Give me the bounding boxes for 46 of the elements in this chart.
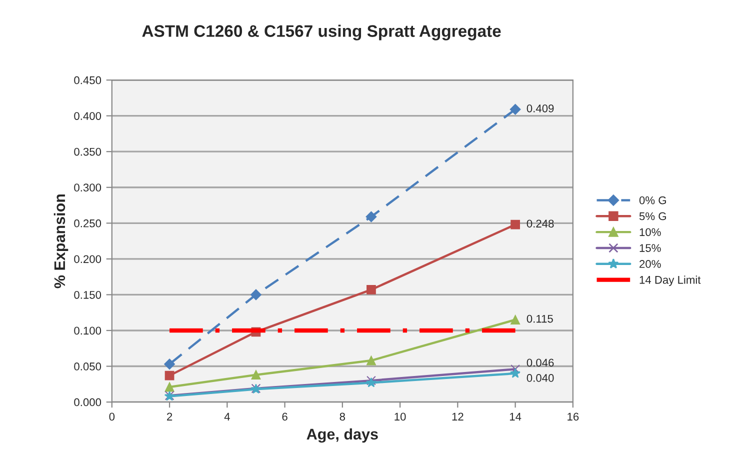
point: [164, 358, 175, 370]
data-label: 0.040: [526, 374, 554, 382]
data-label: 0.409: [526, 104, 554, 112]
y-tick-label: 0.350: [74, 148, 102, 156]
legend-label: 5% G: [639, 212, 666, 220]
x-tick-label: 8: [340, 412, 346, 421]
x-tick-label: 4: [224, 412, 230, 421]
legend-label: 15%: [640, 244, 661, 252]
point: [250, 289, 262, 300]
y-tick-label: 0.050: [74, 362, 102, 370]
x-tick-label: 2: [167, 412, 172, 421]
x-tick-label: 14: [510, 412, 522, 421]
point: [366, 356, 376, 366]
y-tick-label: 0.450: [74, 76, 102, 84]
y-tick-label: 0.150: [74, 290, 102, 299]
point: [251, 370, 261, 380]
y-tick-label: 0.000: [74, 398, 102, 406]
y-tick-label: 0.300: [74, 184, 102, 192]
point: [510, 220, 520, 230]
y-tick-label: 0.250: [74, 219, 102, 228]
data-label: 0.046: [526, 358, 554, 367]
chart-title: ASTM C1260 & C1567 using Spratt Aggregate: [142, 24, 501, 40]
x-axis-title: Age, days: [306, 428, 378, 443]
point: [510, 104, 521, 115]
point: [510, 315, 520, 324]
y-axis-title: % Expansion: [54, 194, 68, 288]
point: [510, 368, 520, 378]
x-tick-label: 12: [452, 412, 464, 421]
legend-label: 0% G: [639, 196, 666, 204]
point: [510, 364, 520, 374]
y-tick-label: 0.100: [74, 326, 102, 335]
x-tick-label: 16: [568, 412, 579, 421]
x-tick-label: 10: [394, 412, 406, 421]
x-tick-label: 6: [282, 412, 288, 421]
legend-label: 20%: [640, 260, 661, 268]
x-tick-label: 0: [109, 412, 115, 421]
y-tick-label: 0.200: [74, 255, 102, 264]
y-tick-label: 0.400: [74, 112, 102, 120]
point: [164, 382, 174, 392]
legend-label: 14 Day Limit: [640, 276, 701, 286]
point: [366, 211, 377, 222]
legend-label: 10%: [640, 228, 661, 236]
point: [366, 285, 376, 294]
data-label: 0.248: [526, 220, 554, 228]
data-label: 0.115: [526, 314, 553, 323]
point: [164, 370, 174, 380]
